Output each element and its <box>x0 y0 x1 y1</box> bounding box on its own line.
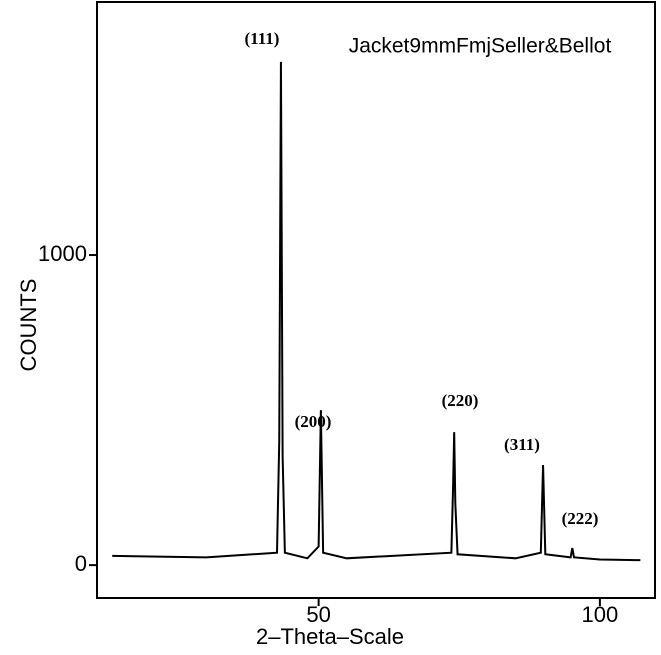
peak-label: (311) <box>504 435 540 454</box>
chart-title: Jacket9mmFmjSeller&Bellot <box>349 35 612 58</box>
peak-label: (222) <box>562 509 599 528</box>
y-tick-label: 1000 <box>38 241 87 266</box>
peak-label: (220) <box>442 391 479 410</box>
y-axis-label: COUNTS <box>16 279 41 372</box>
plot-frame <box>96 1 656 599</box>
peak-label: (111) <box>245 29 280 48</box>
peak-label: (200) <box>295 412 332 431</box>
x-axis-label: 2–Theta–Scale <box>256 624 404 649</box>
data-line <box>112 61 641 562</box>
y-tick-label: 0 <box>75 551 87 576</box>
x-tick-label: 50 <box>306 602 330 627</box>
x-tick-label: 100 <box>582 602 619 627</box>
